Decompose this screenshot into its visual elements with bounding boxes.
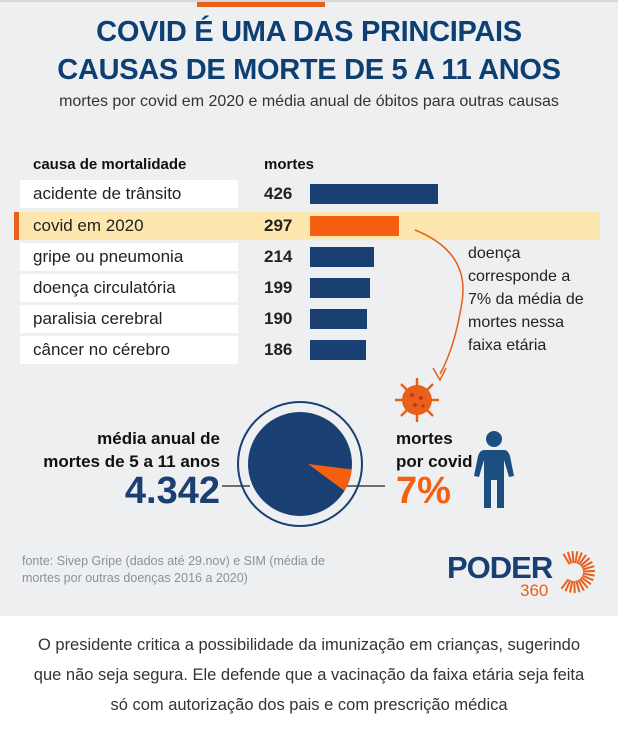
annotation-line: mortes nessa	[468, 314, 565, 331]
bar	[310, 247, 375, 267]
poder360-logo-number: 360	[520, 581, 549, 600]
header-cause: causa de mortalidade	[33, 156, 187, 173]
cause-label: câncer no cérebro	[20, 336, 238, 364]
cause-label: acidente de trânsito	[20, 180, 238, 208]
bar	[310, 184, 438, 204]
accent-bar	[197, 2, 325, 7]
covid-label-line: por covid	[396, 452, 473, 471]
caption-line: O presidente critica a possibilidade da …	[37, 636, 581, 654]
annotation-arrow	[414, 229, 464, 382]
pie-chart	[222, 401, 385, 527]
covid-label-line: mortes	[396, 429, 453, 448]
table-row: paralisia cerebral 190	[14, 305, 600, 333]
pie-ring	[237, 401, 363, 527]
table-row: doença circulatória 199	[14, 274, 600, 302]
title-line-2: CAUSAS DE MORTE DE 5 A 11 ANOS	[57, 54, 561, 86]
pie-slice-other	[248, 412, 352, 516]
annotation-line: faixa etária	[468, 337, 547, 354]
cause-label: gripe ou pneumonia	[20, 243, 238, 271]
sun-logo-icon	[560, 550, 596, 594]
annotation-line: doença	[468, 245, 521, 262]
table-row: câncer no cérebro 186	[14, 336, 600, 364]
table-row: acidente de trânsito 426	[14, 180, 600, 208]
pie-slice-covid	[308, 464, 352, 491]
deaths-value: 186	[264, 340, 293, 359]
total-label-line: média anual de	[97, 429, 220, 448]
cause-label: paralisia cerebral	[20, 305, 238, 333]
deaths-value: 190	[264, 309, 293, 328]
annotation-line: corresponde a	[468, 268, 571, 285]
deaths-value: 214	[264, 247, 293, 266]
deaths-value: 199	[264, 278, 293, 297]
poder360-logo: PODER	[447, 550, 553, 585]
caption-line: que não seja segura. Ele defende que a v…	[33, 666, 585, 684]
subtitle: mortes por covid em 2020 e média anual d…	[59, 93, 559, 110]
caption-line: só com autorização dos pais e com prescr…	[110, 696, 508, 714]
covid-percent-value: 7%	[396, 470, 451, 512]
cause-label: doença circulatória	[20, 274, 238, 302]
deaths-value: 297	[264, 216, 293, 235]
bar	[310, 278, 370, 298]
bar	[310, 340, 366, 360]
source-line: fonte: Sivep Gripe (dados até 29.nov) e …	[22, 554, 325, 568]
bar	[310, 216, 400, 236]
table-row: covid em 2020 297	[14, 212, 600, 240]
virus-icon	[395, 378, 439, 422]
header-deaths: mortes	[264, 156, 315, 173]
cause-label: covid em 2020	[33, 216, 144, 235]
person-icon	[474, 431, 514, 508]
total-label-line: mortes de 5 a 11 anos	[43, 452, 220, 471]
infographic: COVID É UMA DAS PRINCIPAIS CAUSAS DE MOR…	[0, 0, 618, 616]
table-row: gripe ou pneumonia 214	[14, 243, 600, 271]
highlight-marker	[14, 212, 19, 240]
title-line-1: COVID É UMA DAS PRINCIPAIS	[96, 16, 522, 48]
source-line: mortes por outras doenças 2016 a 2020)	[22, 571, 248, 585]
deaths-value: 426	[264, 184, 293, 203]
bar	[310, 309, 367, 329]
annotation-line: 7% da média de	[468, 291, 584, 308]
total-deaths-value: 4.342	[124, 470, 220, 512]
